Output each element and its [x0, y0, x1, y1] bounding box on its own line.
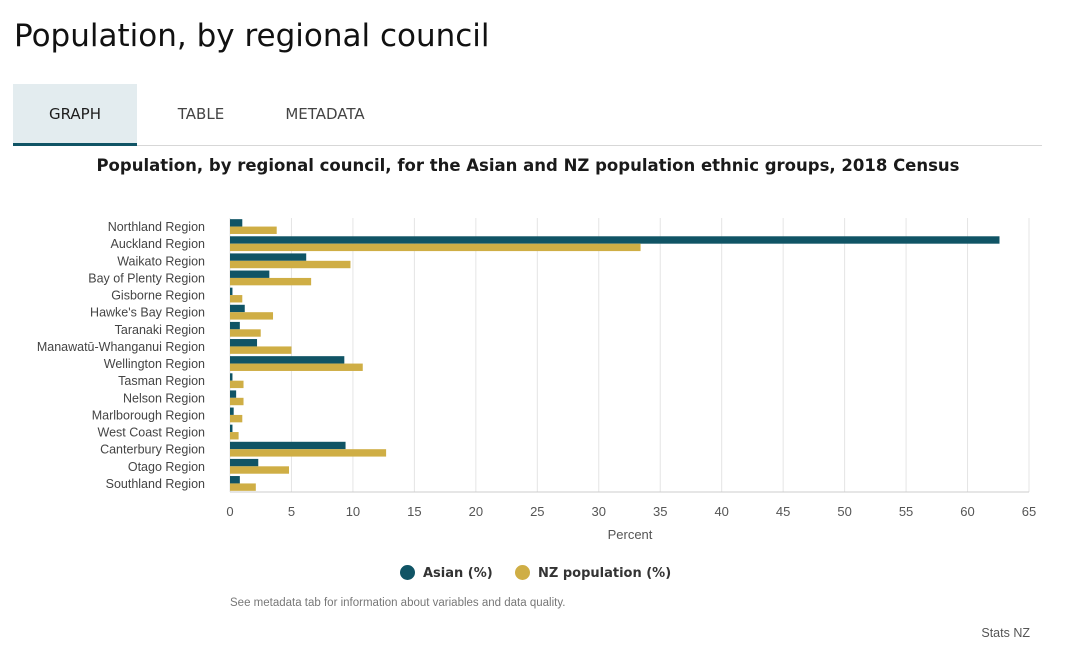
- bar-asian[interactable]: [230, 373, 233, 381]
- bar-nz-population[interactable]: [230, 277, 312, 286]
- bar-asian[interactable]: [230, 287, 233, 296]
- tab-bar: GRAPH TABLE METADATA: [13, 84, 1042, 146]
- bar-asian[interactable]: [230, 390, 237, 398]
- bar-asian[interactable]: [230, 236, 1000, 244]
- category-label: Marlborough Region: [92, 408, 205, 422]
- bar-asian[interactable]: [230, 253, 307, 261]
- bar-nz-population[interactable]: [230, 243, 641, 252]
- bar-nz-population[interactable]: [230, 312, 274, 320]
- footnote: See metadata tab for information about v…: [230, 597, 566, 609]
- x-tick-label: 45: [776, 504, 790, 519]
- chart-title: Population, by regional council, for the…: [96, 156, 960, 175]
- source-label: Stats NZ: [981, 626, 1030, 640]
- bar-nz-population[interactable]: [230, 466, 290, 474]
- bar-nz-population[interactable]: [230, 397, 244, 406]
- bar-asian[interactable]: [230, 424, 233, 433]
- category-label: Canterbury Region: [100, 443, 205, 457]
- x-tick-label: 25: [530, 504, 544, 519]
- tab-metadata[interactable]: METADATA: [285, 105, 365, 123]
- category-label: Gisborne Region: [111, 289, 205, 303]
- legend-item-nz[interactable]: NZ population (%): [515, 564, 671, 584]
- x-tick-label: 55: [899, 504, 913, 519]
- category-label: Waikato Region: [117, 254, 205, 268]
- category-label: West Coast Region: [98, 426, 206, 440]
- category-labels: Northland Region Auckland Region Waikato R…: [37, 220, 205, 491]
- category-label: Hawke's Bay Region: [90, 306, 205, 320]
- x-tick-label: 50: [837, 504, 851, 519]
- bar-asian[interactable]: [230, 219, 243, 227]
- bar-asian[interactable]: [230, 407, 234, 415]
- legend-swatch-asian: [400, 565, 415, 580]
- bar-nz-population[interactable]: [230, 329, 261, 337]
- bar-asian[interactable]: [230, 476, 240, 484]
- bar-asian[interactable]: [230, 304, 245, 313]
- bar-asian[interactable]: [230, 441, 346, 450]
- bar-asian[interactable]: [230, 458, 259, 467]
- bar-asian[interactable]: [230, 270, 270, 278]
- bar-nz-population[interactable]: [230, 432, 239, 440]
- bar-nz-population[interactable]: [230, 226, 277, 234]
- x-tick-label: 35: [653, 504, 667, 519]
- bar-nz-population[interactable]: [230, 449, 387, 457]
- category-label: Wellington Region: [104, 357, 205, 371]
- tab-graph[interactable]: GRAPH: [13, 84, 137, 146]
- x-tick-label: 10: [346, 504, 360, 519]
- legend-swatch-nz: [515, 565, 530, 580]
- category-label: Southland Region: [106, 477, 205, 491]
- bar-asian[interactable]: [230, 356, 345, 364]
- bar-nz-population[interactable]: [230, 483, 256, 491]
- bar-chart: Northland Region Auckland Region Waikato R…: [37, 218, 1036, 542]
- category-label: Tasman Region: [118, 374, 205, 388]
- category-label: Nelson Region: [123, 391, 205, 405]
- category-label: Northland Region: [108, 220, 205, 234]
- x-axis-ticks: 0 5 10 15 20 25 30 35 40 45 50 55 60 65: [226, 504, 1036, 519]
- bars: [230, 219, 1000, 491]
- legend-label-asian: Asian (%): [423, 566, 493, 581]
- x-tick-label: 15: [407, 504, 421, 519]
- legend-item-asian[interactable]: Asian (%): [400, 564, 493, 584]
- tab-table[interactable]: TABLE: [177, 105, 225, 123]
- category-label: Taranaki Region: [115, 323, 205, 337]
- x-tick-label: 65: [1022, 504, 1036, 519]
- x-tick-label: 20: [469, 504, 483, 519]
- x-tick-label: 60: [960, 504, 974, 519]
- category-label: Bay of Plenty Region: [88, 271, 205, 285]
- category-label: Manawatū-Whanganui Region: [37, 340, 205, 354]
- bar-asian[interactable]: [230, 321, 240, 330]
- legend-label-nz: NZ population (%): [538, 566, 672, 581]
- bar-nz-population[interactable]: [230, 380, 244, 389]
- bar-nz-population[interactable]: [230, 414, 243, 423]
- bar-nz-population[interactable]: [230, 260, 351, 269]
- bar-nz-population[interactable]: [230, 363, 363, 371]
- x-tick-label: 5: [288, 504, 295, 519]
- x-tick-label: 30: [592, 504, 606, 519]
- bar-nz-population[interactable]: [230, 295, 243, 303]
- bar-asian[interactable]: [230, 339, 258, 347]
- category-label: Otago Region: [128, 460, 205, 474]
- x-tick-label: 0: [226, 504, 233, 519]
- x-tick-label: 40: [714, 504, 728, 519]
- page-title: Population, by regional council: [14, 18, 490, 54]
- bar-nz-population[interactable]: [230, 346, 292, 354]
- category-label: Auckland Region: [110, 237, 205, 251]
- x-axis-label: Percent: [608, 527, 653, 542]
